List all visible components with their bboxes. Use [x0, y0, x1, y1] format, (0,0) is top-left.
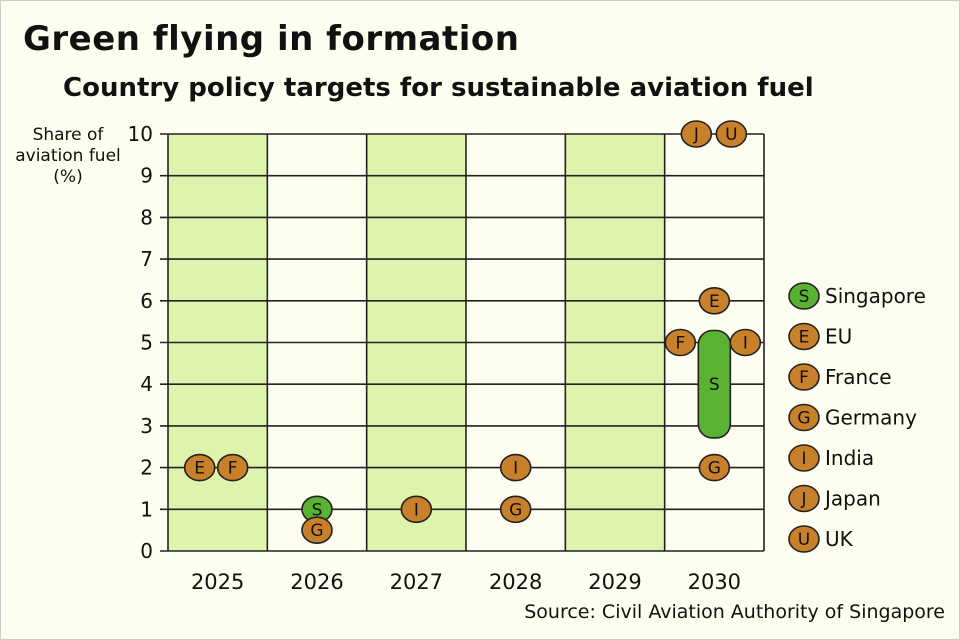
point-circle — [664, 328, 697, 357]
point-letter: G — [509, 500, 522, 520]
chart-subtitle: Country policy targets for sustainable a… — [63, 73, 814, 103]
legend-item-eu: E EU — [788, 322, 852, 351]
legend-circle — [788, 525, 820, 553]
point-circle — [400, 495, 433, 524]
legend-item-germany: G Germany — [788, 403, 917, 432]
x-tick-label: 2026 — [290, 570, 343, 594]
legend-label: EU — [825, 325, 852, 349]
point-letter: F — [675, 334, 685, 354]
data-point-J-2030: J — [680, 120, 713, 148]
legend-circle — [788, 484, 820, 513]
y-tick-label: 8 — [140, 205, 153, 229]
point-letter: I — [513, 459, 518, 479]
data-point-U-2030: U — [715, 120, 748, 148]
x-tick-label: 2029 — [588, 570, 641, 594]
y-tick-label: 10 — [128, 122, 153, 146]
legend-item-france: F France — [788, 363, 892, 391]
y-tick-label: 7 — [140, 247, 153, 271]
legend-circle — [788, 403, 820, 432]
legend-letter: J — [800, 490, 806, 510]
data-point-E-2025: E — [183, 453, 216, 482]
legend-item-uk: U UK — [788, 525, 854, 553]
legend-letter: U — [798, 530, 810, 550]
point-circle — [499, 453, 532, 482]
legend-letter: S — [799, 287, 810, 307]
legend-letter: G — [797, 409, 810, 429]
y-tick-label: 3 — [140, 414, 153, 438]
y-tick-label: 0 — [140, 539, 153, 563]
y-tick-label: 9 — [140, 164, 153, 188]
point-letter: S — [312, 500, 323, 520]
data-point-F-2025: F — [216, 453, 249, 482]
source-note: Source: Civil Aviation Authority of Sing… — [524, 601, 945, 623]
legend-item-japan: J Japan — [788, 484, 881, 513]
range-letter: S — [709, 375, 720, 395]
range-bar — [697, 329, 732, 439]
legend-letter: E — [799, 328, 810, 348]
data-point-E-2030: E — [698, 286, 731, 315]
x-tick-label: 2027 — [390, 570, 443, 594]
point-letter: I — [743, 334, 748, 354]
legend-label: Germany — [825, 406, 917, 430]
data-point-G-2028: G — [499, 495, 532, 524]
chart-title: Green flying in formation — [23, 19, 520, 59]
point-circle — [183, 453, 216, 482]
legend-item-singapore: S Singapore — [788, 282, 926, 310]
legend-label: Japan — [823, 487, 881, 511]
point-letter: E — [709, 292, 720, 312]
legend-circle — [788, 363, 820, 391]
point-circle — [715, 120, 748, 148]
y-tick-label: 6 — [140, 289, 153, 313]
legend-circle — [788, 444, 820, 472]
point-circle — [301, 516, 333, 544]
data-point-I-2027: I — [400, 495, 433, 524]
y-tick-label: 5 — [140, 331, 153, 355]
point-circle — [680, 120, 713, 148]
point-letter: U — [725, 125, 737, 145]
point-letter: G — [708, 459, 721, 479]
data-point-I-2028: I — [499, 453, 532, 482]
legend-label: Singapore — [825, 284, 926, 308]
point-letter: J — [693, 125, 699, 145]
data-point-G-2030: G — [698, 453, 731, 482]
legend-letter: I — [801, 449, 806, 469]
data-point-I-2030: I — [729, 328, 762, 357]
point-letter: F — [228, 459, 238, 479]
point-letter: I — [414, 500, 419, 520]
legend-label: India — [825, 446, 874, 470]
legend-letter: F — [799, 368, 809, 388]
x-tick-label: 2028 — [489, 570, 542, 594]
y-tick-label: 4 — [140, 372, 153, 396]
data-point-S-2030: S — [697, 329, 732, 439]
point-circle — [216, 453, 249, 482]
point-circle — [499, 495, 532, 524]
legend-circle — [788, 322, 820, 351]
y-axis-label: Share of aviation fuel (%) — [15, 125, 121, 187]
x-tick-label: 2030 — [688, 570, 741, 594]
point-letter: E — [194, 459, 205, 479]
point-circle — [698, 286, 731, 315]
point-letter: G — [310, 521, 323, 541]
data-point-G-2026: G — [301, 516, 333, 544]
legend-label: France — [825, 365, 892, 389]
data-point-F-2030: F — [664, 328, 697, 357]
legend-label: UK — [825, 527, 854, 551]
y-tick-label: 1 — [140, 497, 153, 521]
legend-circle — [788, 282, 820, 310]
legend-item-india: I India — [788, 444, 874, 472]
point-circle — [698, 453, 731, 482]
y-tick-label: 2 — [140, 456, 153, 480]
x-tick-label: 2025 — [191, 570, 244, 594]
